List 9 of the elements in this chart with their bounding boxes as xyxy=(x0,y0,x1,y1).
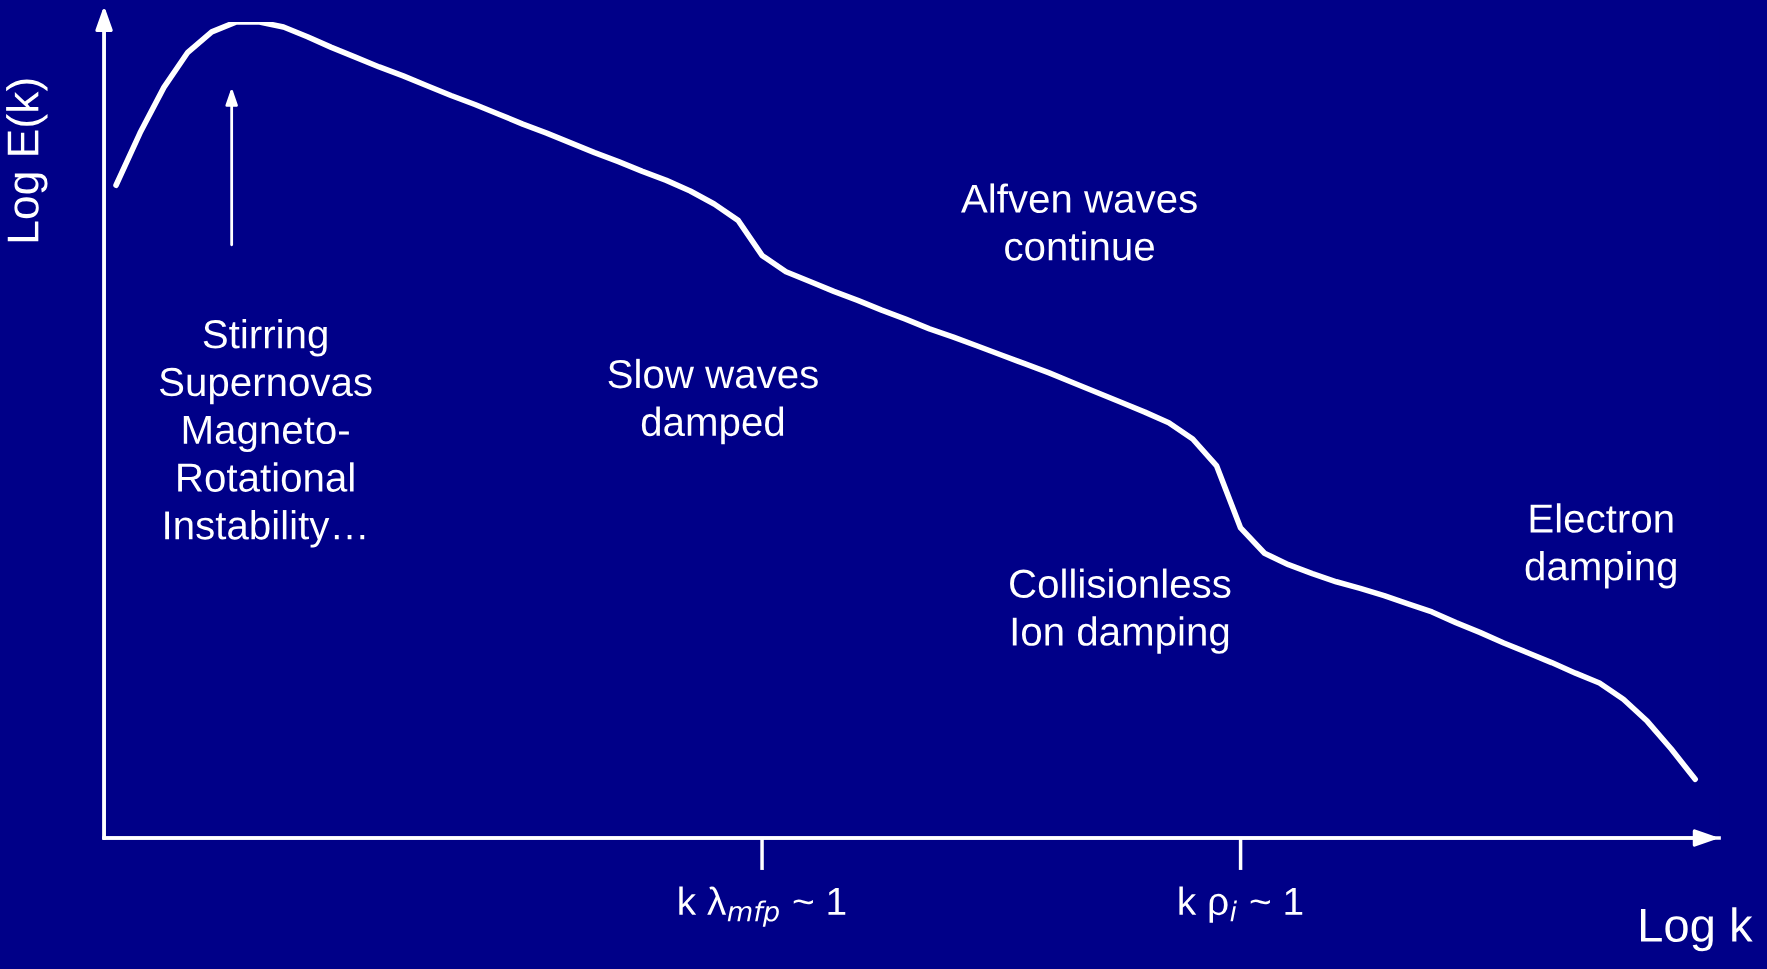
annotation: Slow waves damped xyxy=(608,358,818,445)
x-axis-title: Log k xyxy=(1641,907,1753,952)
y-axis-title: Log E(k) xyxy=(6,79,48,242)
x-tick-label: k ρ$_{i}$ ~ 1 xyxy=(1179,886,1303,923)
annotation: Stirring Supernovas Magneto- Rotational Instability… xyxy=(159,319,372,548)
annotation: Electron damping xyxy=(1525,503,1676,589)
x-tick-label: k λ$_{mfp}$ ~ 1 xyxy=(679,886,846,927)
annotation: Alfven waves continue xyxy=(960,183,1197,261)
annotation: Collisionless Ion damping xyxy=(1010,568,1231,654)
